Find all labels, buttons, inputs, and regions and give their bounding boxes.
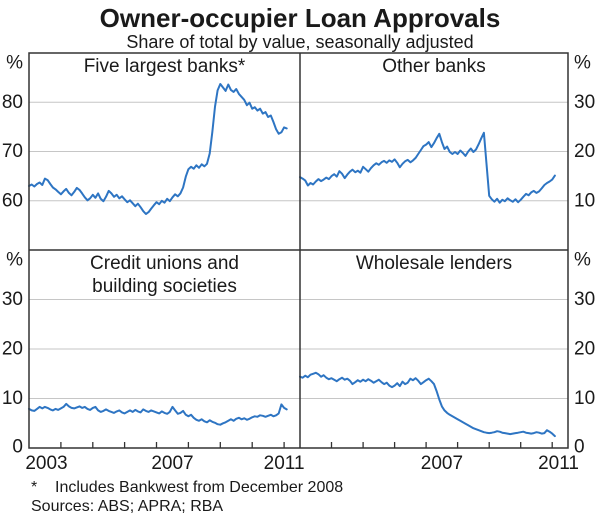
panel-title: building societies (92, 276, 237, 297)
unit-label: % (574, 250, 591, 271)
panel-title: Five largest banks* (84, 56, 246, 77)
chart-frame (28, 52, 569, 449)
x-tick-label: 2011 (264, 453, 305, 474)
panel-title: Wholesale lenders (356, 253, 512, 274)
panel-title: Credit unions and (90, 253, 239, 274)
y-zero-label: 0 (574, 437, 585, 458)
x-tick-label: 2003 (25, 453, 67, 474)
y-tick-label: 10 (574, 388, 595, 409)
series-line-top-right (299, 131, 556, 204)
x-tick-label: 2011 (538, 453, 579, 474)
x-tick-label: 2007 (151, 453, 193, 474)
y-tick-label: 80 (2, 92, 23, 113)
y-tick-label: 20 (2, 339, 23, 360)
series-line-top-left (28, 83, 288, 215)
footnote-marker: * (31, 479, 38, 496)
panel-top-left: % 60 70 80 Five largest banks* (2, 53, 300, 215)
footnote-text: Includes Bankwest from December 2008 (55, 479, 344, 496)
y-tick-label: 20 (574, 339, 595, 360)
chart-subtitle: Share of total by value, seasonally adju… (126, 32, 474, 52)
y-tick-label: 10 (2, 388, 23, 409)
chart-title: Owner-occupier Loan Approvals (99, 3, 501, 33)
y-tick-label: 30 (574, 289, 595, 310)
panel-top-right: % 10 20 30 Other banks (299, 53, 595, 211)
y-zero-label: 0 (12, 437, 23, 458)
panel-title: Other banks (382, 56, 486, 77)
unit-label: % (574, 53, 591, 74)
x-tick-label: 2007 (421, 453, 463, 474)
y-tick-label: 30 (2, 289, 23, 310)
y-tick-label: 60 (2, 190, 23, 211)
y-tick-label: 20 (574, 141, 595, 162)
y-tick-label: 70 (2, 141, 23, 162)
y-tick-label: 10 (574, 190, 595, 211)
unit-label: % (6, 250, 23, 271)
series-line-bottom-left (28, 402, 288, 426)
series-line-bottom-right (299, 371, 556, 438)
unit-label: % (6, 53, 23, 74)
footnote: * Includes Bankwest from December 2008 (31, 479, 343, 497)
panel-bottom-right: % 10 20 30 0 2007 2011 Wholesale lenders (299, 250, 595, 474)
y-tick-label: 30 (574, 92, 595, 113)
sources-line: Sources: ABS; APRA; RBA (31, 498, 224, 515)
